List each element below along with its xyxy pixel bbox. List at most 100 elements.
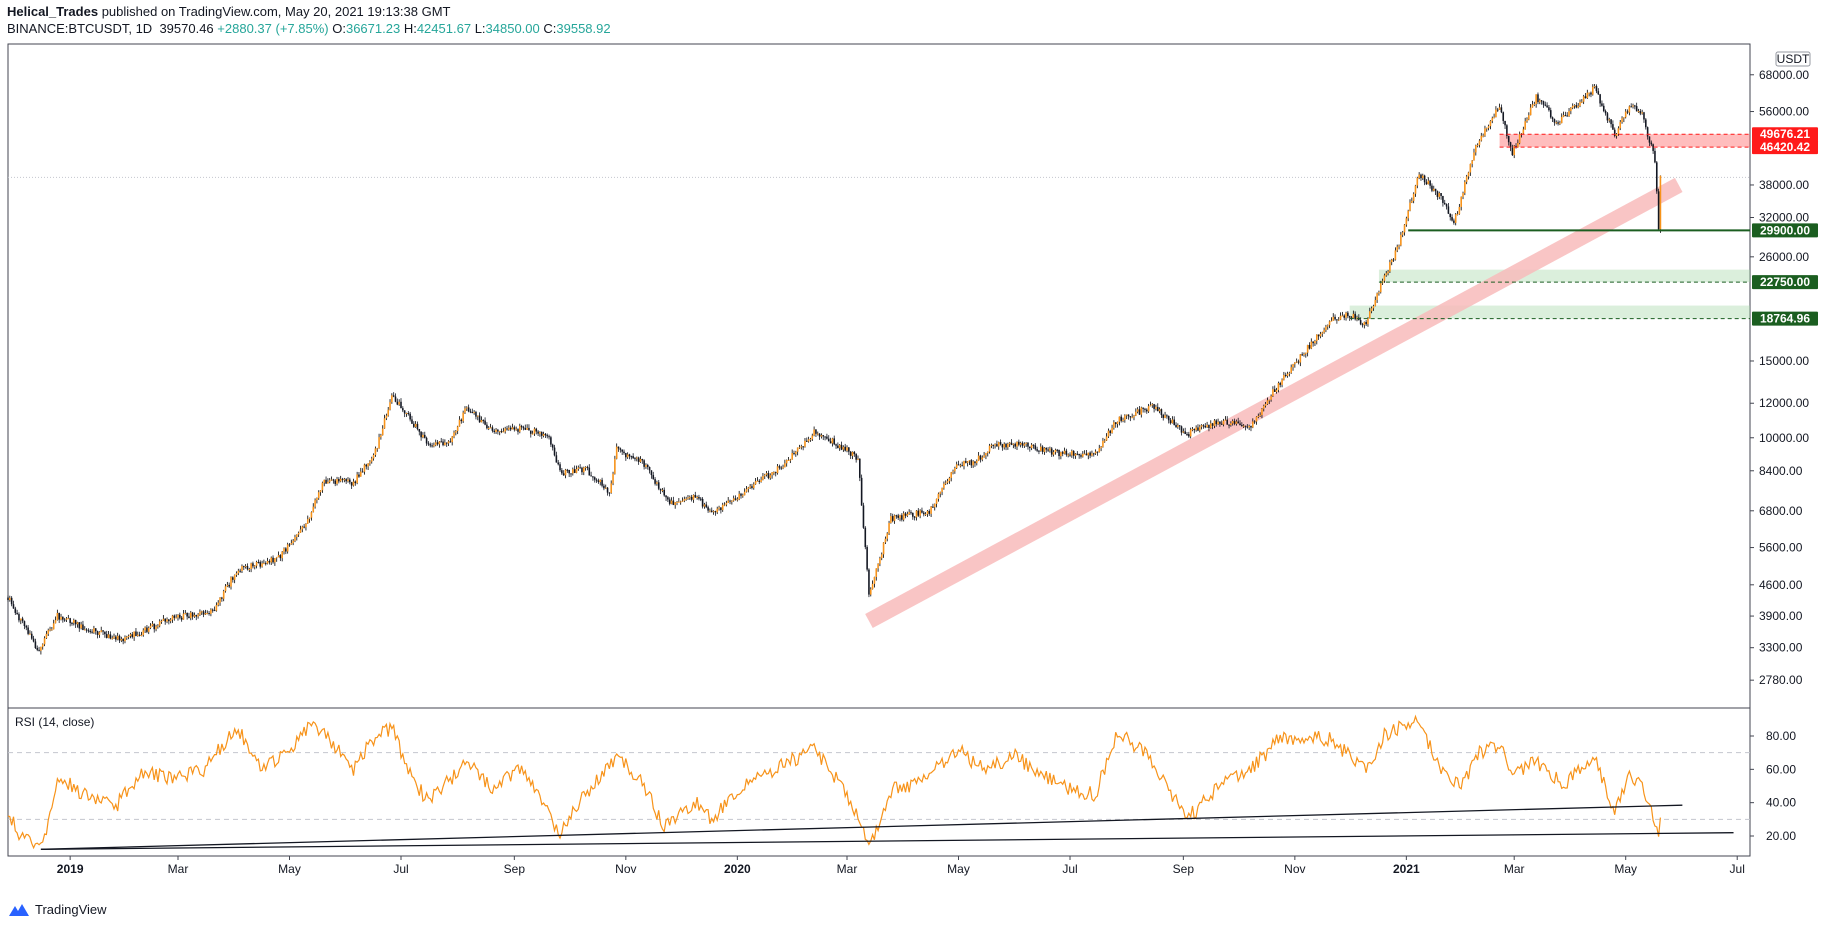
- candle[interactable]: [1339, 315, 1342, 320]
- candle[interactable]: [140, 635, 143, 637]
- candle[interactable]: [43, 638, 46, 645]
- candle[interactable]: [1367, 318, 1369, 325]
- candle[interactable]: [396, 401, 399, 405]
- candle[interactable]: [1266, 400, 1269, 404]
- candle[interactable]: [531, 433, 534, 435]
- candle[interactable]: [756, 480, 759, 482]
- candle[interactable]: [1209, 423, 1212, 428]
- candle[interactable]: [540, 432, 543, 436]
- candle[interactable]: [1613, 129, 1616, 136]
- candle[interactable]: [391, 395, 393, 403]
- candle[interactable]: [1067, 454, 1069, 456]
- candle[interactable]: [959, 465, 962, 467]
- candle[interactable]: [891, 516, 894, 521]
- candle[interactable]: [1440, 193, 1442, 196]
- candle[interactable]: [820, 435, 823, 437]
- candle[interactable]: [643, 460, 645, 467]
- candle[interactable]: [665, 495, 667, 498]
- candle[interactable]: [632, 456, 634, 459]
- candle[interactable]: [705, 504, 708, 508]
- candle[interactable]: [458, 419, 461, 427]
- candle[interactable]: [1107, 430, 1110, 437]
- candle[interactable]: [1096, 451, 1099, 453]
- candle[interactable]: [707, 507, 709, 511]
- candle[interactable]: [793, 452, 795, 454]
- candle[interactable]: [1334, 316, 1336, 320]
- candle[interactable]: [608, 492, 611, 494]
- candle[interactable]: [1394, 250, 1397, 260]
- candle[interactable]: [1290, 367, 1292, 373]
- candle[interactable]: [811, 435, 814, 440]
- candle[interactable]: [610, 483, 613, 493]
- candle[interactable]: [411, 419, 413, 424]
- candle[interactable]: [1332, 316, 1335, 321]
- candle[interactable]: [1248, 425, 1250, 428]
- candle[interactable]: [1246, 426, 1249, 428]
- candle[interactable]: [131, 634, 134, 638]
- candle[interactable]: [1149, 405, 1152, 407]
- candle[interactable]: [261, 563, 263, 567]
- candle[interactable]: [636, 457, 638, 459]
- candle[interactable]: [144, 627, 146, 631]
- candle[interactable]: [279, 555, 282, 559]
- candle[interactable]: [264, 563, 267, 565]
- candle[interactable]: [575, 469, 578, 473]
- candle[interactable]: [200, 611, 203, 613]
- candle[interactable]: [1535, 94, 1537, 104]
- candle[interactable]: [1124, 415, 1126, 421]
- candle[interactable]: [1160, 409, 1163, 415]
- candle[interactable]: [617, 446, 620, 449]
- candle[interactable]: [1411, 200, 1413, 203]
- candle[interactable]: [1610, 119, 1612, 125]
- candle[interactable]: [1158, 409, 1161, 412]
- candle[interactable]: [1133, 415, 1135, 418]
- candle[interactable]: [23, 621, 26, 627]
- candle[interactable]: [1286, 373, 1289, 376]
- candle[interactable]: [1528, 115, 1530, 120]
- candle[interactable]: [253, 565, 256, 567]
- candle[interactable]: [882, 542, 885, 555]
- candle[interactable]: [985, 452, 987, 456]
- candle[interactable]: [1089, 452, 1091, 456]
- candle[interactable]: [1063, 450, 1066, 454]
- candle[interactable]: [1008, 442, 1011, 444]
- candle[interactable]: [65, 618, 68, 620]
- candle[interactable]: [354, 481, 357, 484]
- candle[interactable]: [930, 506, 932, 514]
- candle[interactable]: [725, 502, 728, 505]
- candle[interactable]: [1231, 420, 1234, 424]
- candle[interactable]: [975, 460, 978, 464]
- candle[interactable]: [1451, 217, 1453, 221]
- candle[interactable]: [517, 429, 519, 432]
- candle[interactable]: [38, 649, 40, 651]
- candle[interactable]: [487, 428, 490, 430]
- candle[interactable]: [1204, 425, 1207, 428]
- candle[interactable]: [451, 436, 453, 443]
- candle[interactable]: [1480, 135, 1483, 141]
- candle[interactable]: [126, 636, 128, 638]
- candle[interactable]: [542, 433, 545, 436]
- candle[interactable]: [1646, 127, 1649, 137]
- candle[interactable]: [383, 418, 386, 429]
- candle[interactable]: [1076, 453, 1079, 455]
- candle[interactable]: [785, 460, 788, 464]
- candle[interactable]: [186, 612, 188, 617]
- candle[interactable]: [703, 504, 706, 507]
- candle[interactable]: [1445, 204, 1448, 207]
- candle[interactable]: [868, 569, 870, 595]
- candle[interactable]: [877, 563, 879, 569]
- candle[interactable]: [73, 619, 75, 623]
- rsi-trendline[interactable]: [40, 832, 1734, 850]
- candle[interactable]: [1244, 425, 1247, 427]
- rsi-title[interactable]: RSI (14, close): [15, 715, 94, 729]
- rsi-trendline[interactable]: [40, 804, 1683, 850]
- candle[interactable]: [593, 477, 596, 480]
- candle[interactable]: [539, 432, 541, 434]
- candle[interactable]: [416, 423, 419, 429]
- candle[interactable]: [625, 453, 627, 458]
- candle[interactable]: [667, 497, 669, 500]
- candle[interactable]: [760, 479, 762, 482]
- candle[interactable]: [857, 458, 859, 460]
- candle[interactable]: [1641, 112, 1643, 114]
- candle[interactable]: [1261, 408, 1263, 416]
